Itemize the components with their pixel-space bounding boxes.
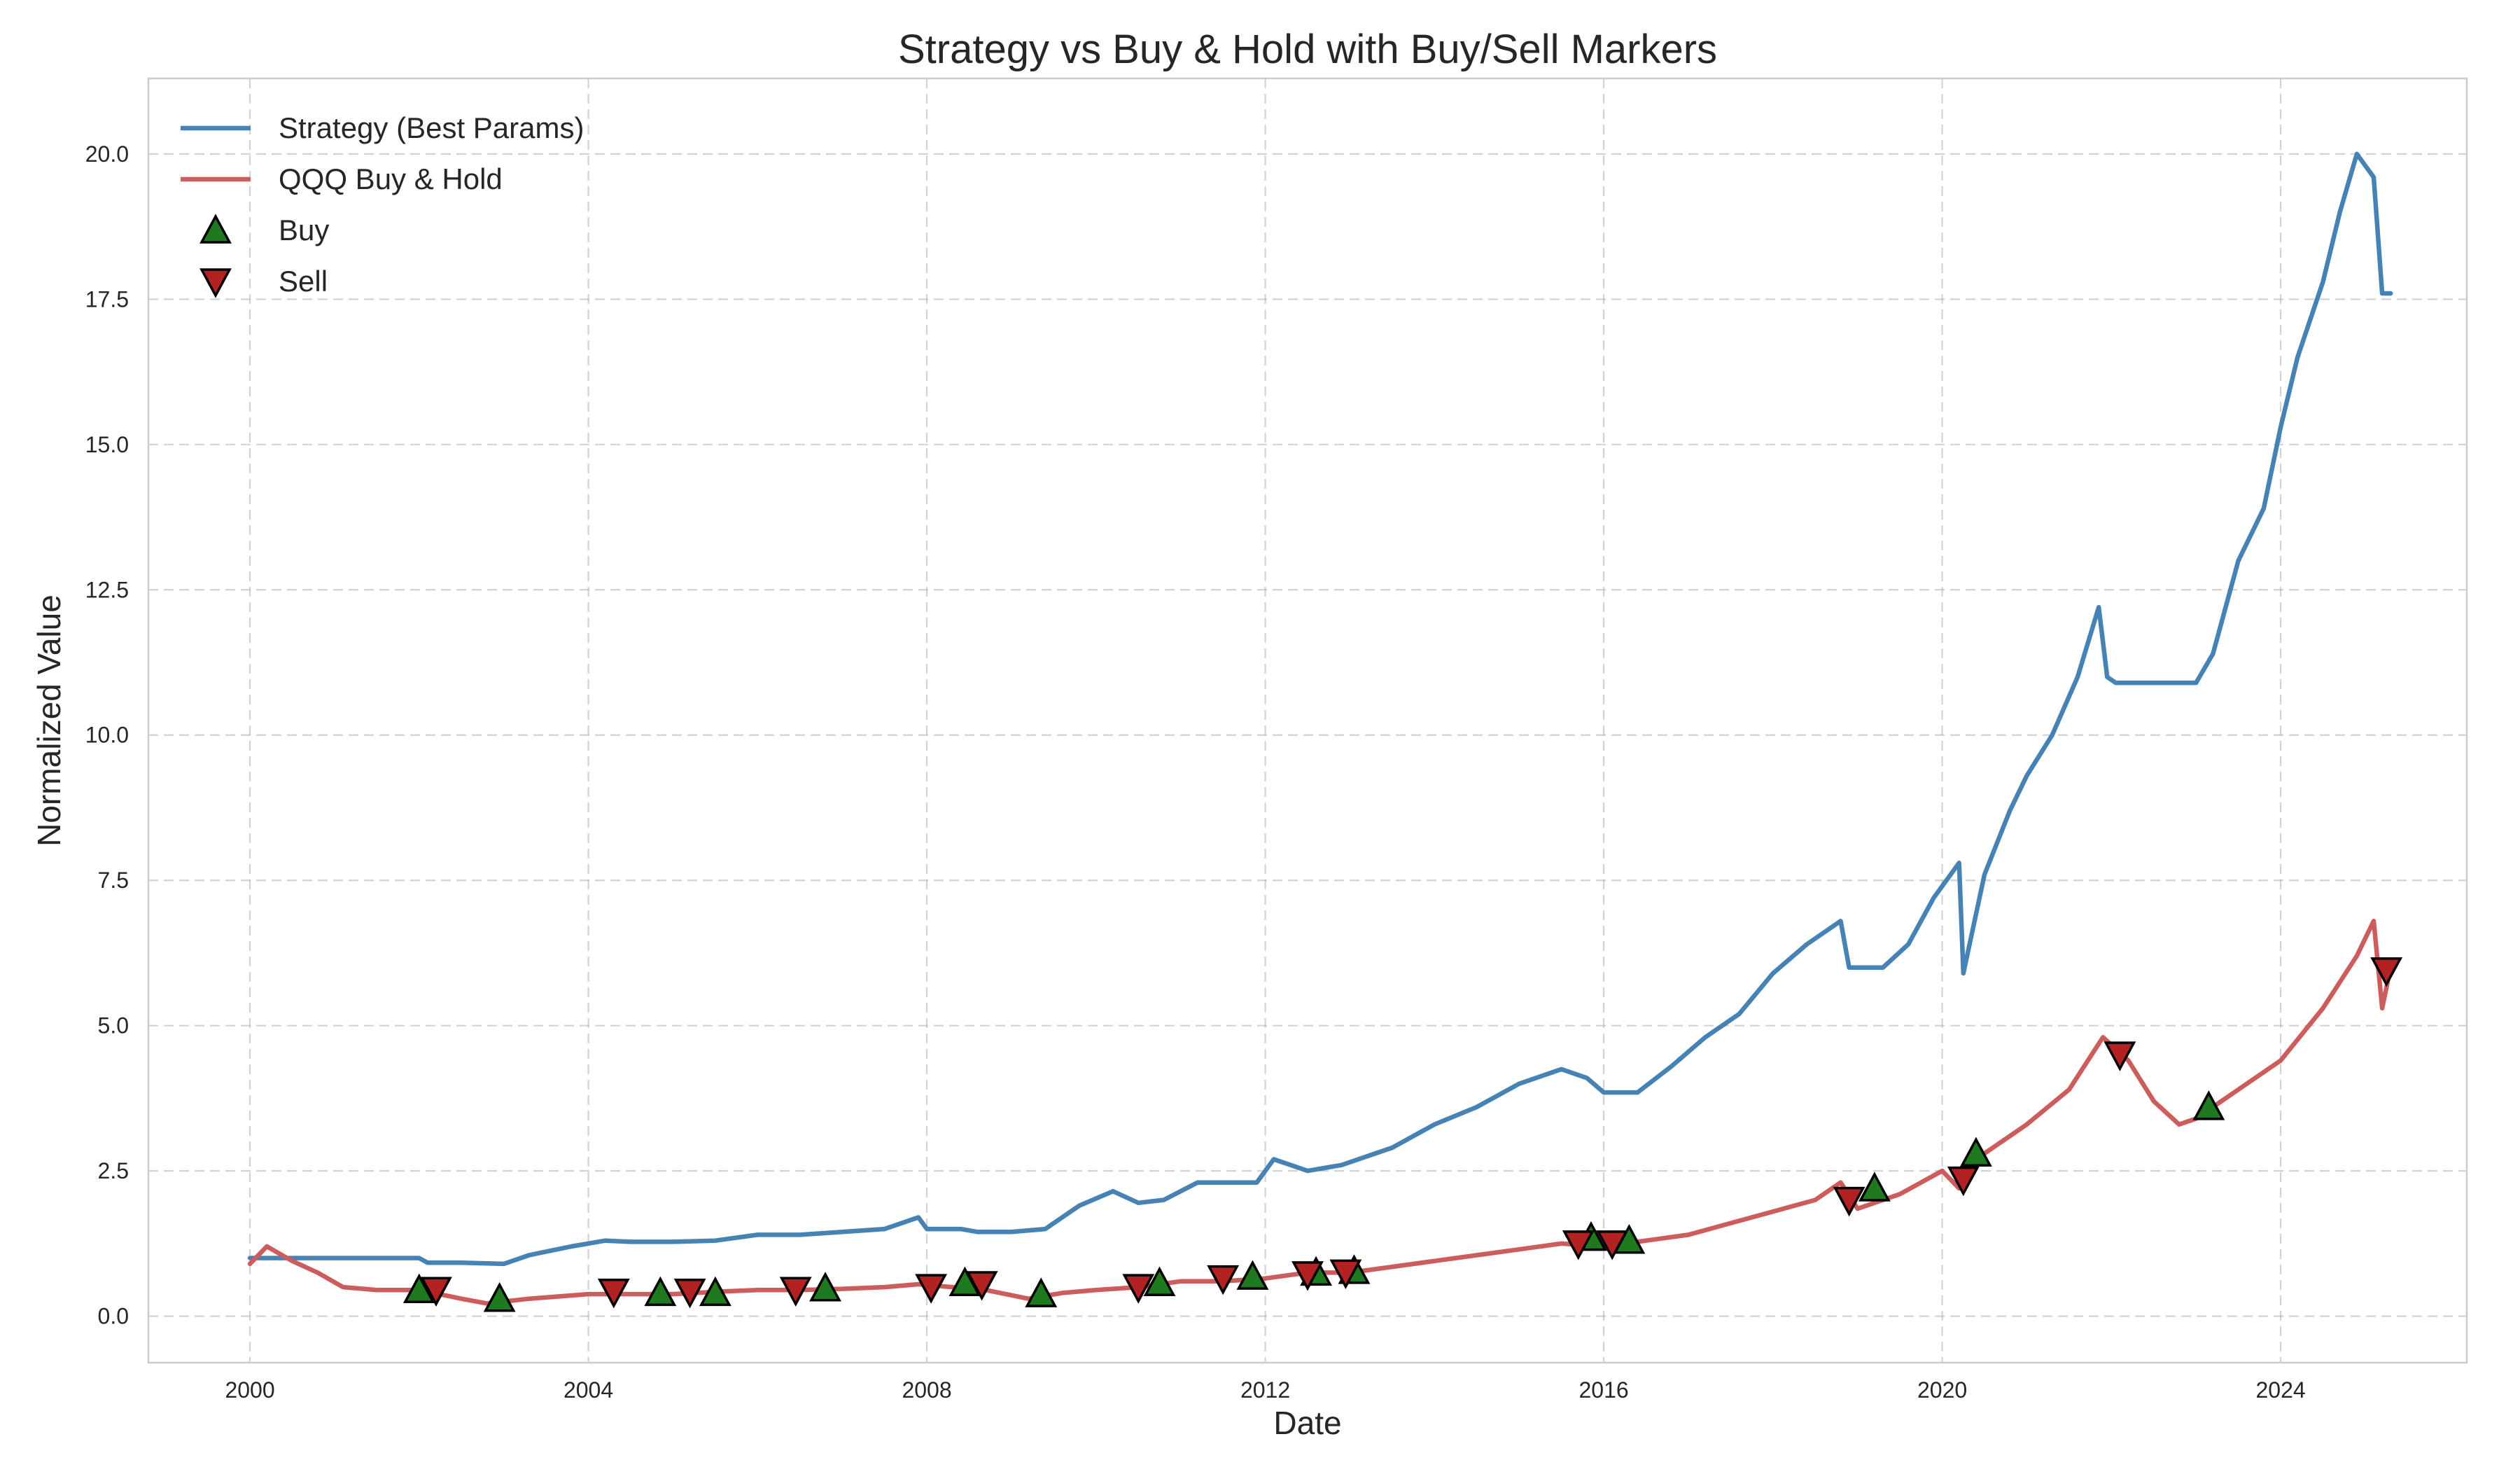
buy-marker bbox=[644, 1276, 677, 1307]
y-tick-label: 17.5 bbox=[85, 286, 129, 312]
buy-marker bbox=[809, 1272, 841, 1302]
y-tick-label: 15.0 bbox=[85, 432, 129, 457]
buy-marker bbox=[1025, 1277, 1058, 1307]
y-tick-label: 20.0 bbox=[85, 141, 129, 167]
buy-marker bbox=[2192, 1090, 2225, 1120]
legend: Strategy (Best Params) QQQ Buy & Hold Buy S… bbox=[181, 111, 584, 298]
plot-area: 2000 2004 2008 2012 2016 2020 2024 0.0 2.5 5.0 7.5… bbox=[85, 77, 2468, 1403]
plot-frame bbox=[147, 77, 2468, 1364]
legend-strategy-label: Strategy (Best Params) bbox=[279, 111, 584, 144]
strategy-line bbox=[247, 151, 2393, 1267]
legend-buy-hold-label: QQQ Buy & Hold bbox=[279, 162, 503, 195]
sell-marker bbox=[1292, 1261, 1324, 1291]
sell-marker bbox=[673, 1279, 706, 1309]
y-tick-label: 0.0 bbox=[98, 1304, 129, 1329]
x-tick-label: 2016 bbox=[1578, 1377, 1628, 1403]
x-tick-label: 2000 bbox=[225, 1377, 274, 1403]
buy-marker bbox=[699, 1276, 732, 1307]
sell-marker bbox=[1947, 1166, 1980, 1197]
y-tick-label: 10.0 bbox=[85, 723, 129, 748]
sell-marker bbox=[1207, 1265, 1240, 1295]
sell-marker bbox=[420, 1277, 452, 1307]
legend-buy-swatch bbox=[200, 214, 232, 244]
sell-marker bbox=[965, 1271, 998, 1301]
y-tick-label: 5.0 bbox=[98, 1013, 129, 1038]
sell-marker bbox=[2370, 957, 2403, 987]
sell-marker bbox=[1562, 1230, 1595, 1260]
sell-marker bbox=[1596, 1230, 1629, 1260]
x-tick-label: 2024 bbox=[2255, 1377, 2305, 1403]
sell-marker bbox=[1329, 1259, 1362, 1290]
sell-marker bbox=[2104, 1041, 2136, 1071]
x-axis-label: Date bbox=[1273, 1405, 1341, 1441]
buy-marker bbox=[1236, 1260, 1269, 1290]
legend-buy-label: Buy bbox=[279, 214, 329, 246]
x-tick-label: 2020 bbox=[1917, 1377, 1967, 1403]
legend-sell-label: Sell bbox=[279, 265, 328, 298]
y-axis-label: Normalized Value bbox=[31, 595, 67, 847]
sell-marker bbox=[1122, 1274, 1155, 1304]
sell-marker bbox=[597, 1279, 630, 1309]
buy-marker bbox=[1858, 1171, 1891, 1202]
x-tick-label: 2008 bbox=[902, 1377, 951, 1403]
buy-marker bbox=[1143, 1266, 1176, 1297]
buy-marker bbox=[402, 1273, 435, 1304]
buy-marker bbox=[483, 1282, 516, 1312]
y-tick-label: 7.5 bbox=[98, 868, 129, 893]
y-tick-label: 2.5 bbox=[98, 1158, 129, 1183]
buy-marker bbox=[1959, 1136, 1992, 1167]
sell-marker bbox=[915, 1274, 948, 1304]
legend-sell-swatch bbox=[200, 268, 232, 298]
buy-hold-line bbox=[247, 919, 2393, 1306]
x-tick-label: 2012 bbox=[1240, 1377, 1290, 1403]
x-tick-label: 2004 bbox=[564, 1377, 613, 1403]
sell-marker bbox=[1833, 1186, 1865, 1217]
chart-title: Strategy vs Buy & Hold with Buy/Sell Mar… bbox=[898, 27, 1717, 72]
y-tick-label: 12.5 bbox=[85, 577, 129, 602]
sell-marker bbox=[779, 1277, 812, 1307]
